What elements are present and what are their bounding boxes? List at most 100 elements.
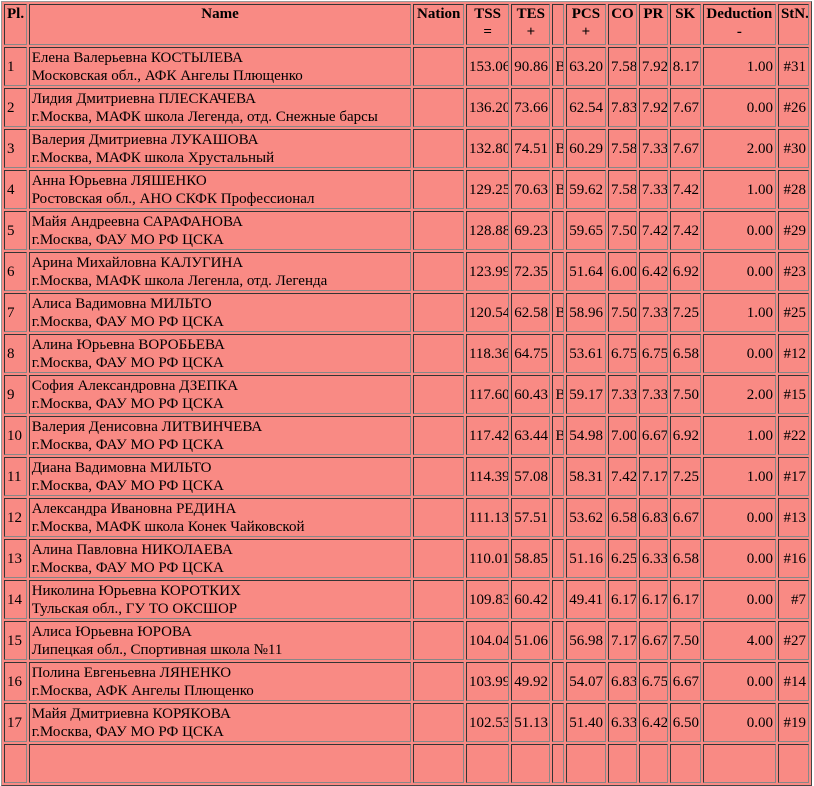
place: 12: [4, 498, 27, 537]
skater: Арина Михайловна КАЛУГИНА г.Москва, МАФК …: [28, 252, 412, 291]
start-number-text: #26: [783, 99, 807, 116]
pcs: 62.54: [565, 88, 607, 127]
co-text: 6.17: [611, 591, 637, 608]
deduction-text: 2.00: [746, 140, 773, 157]
sk-text: 6.67: [672, 673, 700, 690]
bonus: [552, 539, 564, 578]
place: 4: [4, 170, 27, 209]
deduction-text: 0.00: [746, 345, 773, 362]
tes-text: 70.63: [514, 181, 549, 198]
sk-text: 8.17: [672, 58, 700, 75]
start-number: #23: [777, 252, 809, 291]
tes-text: 51.13: [514, 714, 549, 731]
header-cell: StN.: [777, 4, 809, 45]
sk-text: 7.67: [672, 99, 700, 116]
place-text: 2: [7, 99, 15, 116]
co: 7.83: [608, 88, 637, 127]
tes-text: 73.66: [514, 99, 549, 116]
deduction: 2.00: [702, 129, 776, 168]
skater: Алиса Вадимовна МИЛЬТО г.Москва, ФАУ МО Р…: [28, 293, 412, 332]
place-text: 14: [7, 591, 22, 608]
bonus-text: B: [555, 181, 562, 199]
place: 13: [4, 539, 27, 578]
skater-club: г.Москва, ФАУ МО РФ ЦСКА: [31, 477, 224, 494]
pr-text: 7.33: [641, 386, 668, 403]
pcs: 59.62: [565, 170, 607, 209]
start-number-text: #15: [783, 386, 807, 403]
sk-text: 7.67: [672, 140, 700, 157]
pcs: 49.41: [565, 580, 607, 619]
tss: 104.04: [465, 621, 510, 660]
empty-cell: [465, 744, 510, 783]
pr: 7.92: [638, 47, 668, 86]
nation: [413, 703, 464, 742]
result-row: [4, 744, 809, 783]
tes-text: 90.86: [514, 58, 549, 75]
skater: Лидия Дмитриевна ПЛЕСКАЧЕВА г.Москва, МАФ…: [28, 88, 412, 127]
co: 6.00: [608, 252, 637, 291]
sk: 7.25: [669, 457, 701, 496]
tss-text: 118.36: [468, 345, 510, 362]
sk-text: 6.50: [672, 714, 700, 731]
tes-text: 62.58: [514, 304, 549, 321]
start-number-text: #29: [783, 222, 807, 239]
sk: 7.42: [669, 170, 701, 209]
place-text: 17: [7, 714, 22, 731]
bonus: B: [552, 47, 564, 86]
skater-club: г.Москва, ФАУ МО РФ ЦСКА: [31, 354, 224, 371]
skater-name: Майя Дмитриевна КОРЯКОВА: [31, 705, 231, 722]
result-row: 17 Майя Дмитриевна КОРЯКОВА г.Москва, ФАУ …: [4, 703, 809, 742]
place-text: 11: [7, 468, 22, 485]
header-sign: =: [483, 24, 492, 40]
deduction-text: 0.00: [746, 673, 773, 690]
pcs: 58.31: [565, 457, 607, 496]
sk: 6.92: [669, 416, 701, 455]
deduction-text: 1.00: [746, 427, 773, 444]
deduction: 0.00: [702, 580, 776, 619]
tes: 63.44: [511, 416, 551, 455]
pcs: 58.96: [565, 293, 607, 332]
header-sign: +: [526, 24, 536, 40]
bonus: [552, 662, 564, 701]
deduction: 0.00: [702, 252, 776, 291]
tes: 62.58: [511, 293, 551, 332]
result-row: 16 Полина Евгеньевна ЛЯНЕНКО г.Москва, АФК…: [4, 662, 809, 701]
skater-club: г.Москва, ФАУ МО РФ ЦСКА: [31, 231, 224, 248]
pr-text: 7.42: [641, 222, 668, 239]
header-label: StN.: [780, 6, 809, 22]
sk-text: 7.42: [672, 181, 700, 198]
tss: 114.39: [465, 457, 510, 496]
tss-text: 104.04: [468, 632, 510, 649]
co-text: 7.17: [611, 632, 637, 649]
co-text: 7.00: [611, 427, 637, 444]
bonus: [552, 498, 564, 537]
bonus: B: [552, 170, 564, 209]
tss-text: 123.99: [468, 263, 510, 280]
deduction-text: 0.00: [746, 714, 773, 731]
deduction-text: 1.00: [746, 58, 773, 75]
sk-text: 7.25: [672, 468, 700, 485]
co: 7.58: [608, 170, 637, 209]
sk-text: 6.58: [672, 345, 700, 362]
start-number-text: #7: [791, 591, 806, 608]
tss: 110.01: [465, 539, 510, 578]
pr-text: 6.83: [641, 509, 668, 526]
sk: 6.92: [669, 252, 701, 291]
pcs-text: 59.17: [569, 386, 604, 403]
pr: 7.33: [638, 293, 668, 332]
tss-text: 117.60: [468, 386, 510, 403]
sk: 7.25: [669, 293, 701, 332]
skater-name: Диана Вадимовна МИЛЬТО: [31, 459, 212, 476]
tss: 111.13: [465, 498, 510, 537]
co: 7.00: [608, 416, 637, 455]
skater: Валерия Дмитриевна ЛУКАШОВА г.Москва, МАФ…: [28, 129, 412, 168]
header-cell: Deduction -: [702, 4, 776, 45]
skater-club: г.Москва, ФАУ МО РФ ЦСКА: [31, 313, 224, 330]
place-text: 12: [7, 509, 22, 526]
sk-text: 7.50: [672, 632, 700, 649]
pr-text: 7.17: [641, 468, 668, 485]
tss-text: 103.99: [468, 673, 510, 690]
skater-club: г.Москва, МАФК школа Легенла, отд. Леген…: [31, 272, 328, 289]
sk-text: 6.58: [672, 550, 700, 567]
pr-text: 7.33: [641, 304, 668, 321]
